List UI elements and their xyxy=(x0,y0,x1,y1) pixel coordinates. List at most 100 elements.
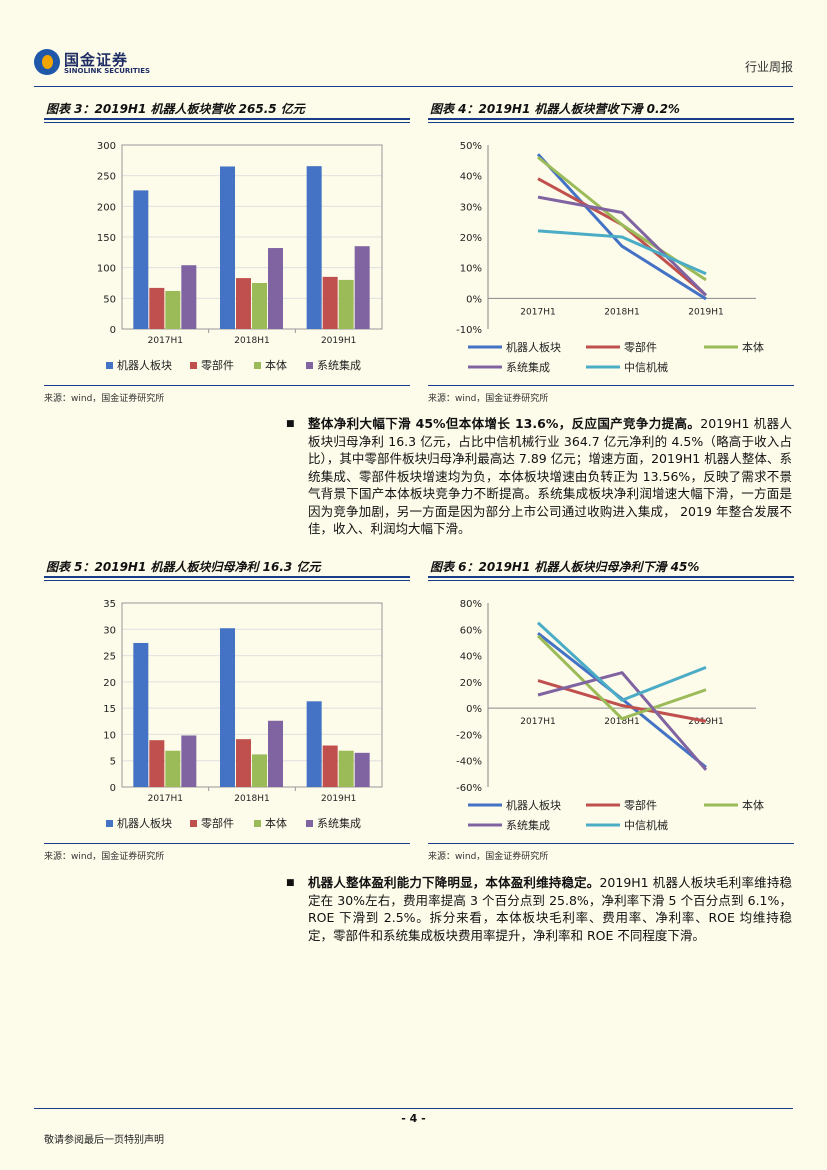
y-tick-label: 30% xyxy=(460,202,482,213)
x-tick-label: 2018H1 xyxy=(604,717,639,727)
y-tick-label: 0% xyxy=(466,294,482,305)
y-tick-label: 20 xyxy=(103,678,116,689)
fig6-svg: -60% -40% -20% 0% 20% 40% 60% 80% 2017H1 2018H1 20… xyxy=(456,599,764,832)
fig5-title: 图表 5：2019H1 机器人板块归母净利 16.3 亿元 xyxy=(44,558,410,578)
legend-swatch xyxy=(190,362,197,369)
y-tick-label: 35 xyxy=(103,599,116,610)
y-tick-label: 0% xyxy=(466,704,482,715)
bar-series-3-2017H1 xyxy=(165,290,181,329)
y-tick-label: -20% xyxy=(456,730,482,741)
legend-label: 机器人板块 xyxy=(117,816,172,830)
bar-series-1-2018H1 xyxy=(220,628,235,787)
legend-swatch xyxy=(106,362,113,369)
paragraph-2-body: 2019H1 机器人板块毛利率维持稳定在 30%左右，费用率提高 3 个百分点到… xyxy=(308,875,792,943)
bar-series-4-2018H1 xyxy=(268,248,283,329)
bullet-square-icon: ■ xyxy=(286,419,295,429)
y-tick-label: 15 xyxy=(103,704,116,715)
paragraph-2-heading: 机器人整体盈利能力下降明显，本体盈利维持稳定。 xyxy=(308,875,600,890)
paragraph-1-heading: 整体净利大幅下滑 45%但本体增长 13.6%，反应国产竞争力提高。 xyxy=(308,416,701,431)
y-tick-label: 100 xyxy=(97,264,116,275)
bar-series-4-2019H1 xyxy=(354,752,370,787)
y-tick-label: 50 xyxy=(103,294,116,305)
y-tick-label: 40% xyxy=(460,172,482,183)
y-tick-label: 30 xyxy=(103,625,116,636)
legend-label: 系统集成 xyxy=(317,816,361,830)
fig4-source: 来源：wind，国金证券研究所 xyxy=(428,394,549,404)
x-tick-label: 2018H1 xyxy=(234,336,269,346)
y-tick-label: -60% xyxy=(456,783,482,794)
bar-series-3-2017H1 xyxy=(165,750,181,787)
fig5-source: 来源：wind，国金证券研究所 xyxy=(44,852,165,862)
y-tick-label: 10 xyxy=(103,730,116,741)
fig4-title: 图表 4：2019H1 机器人板块营收下滑 0.2% xyxy=(428,100,794,120)
y-tick-label: 300 xyxy=(97,141,116,152)
bar-series-3-2018H1 xyxy=(252,283,267,329)
y-tick-label: 60% xyxy=(460,625,482,636)
legend-swatch xyxy=(306,362,313,369)
y-tick-label: -10% xyxy=(456,325,482,336)
footer-divider xyxy=(34,1108,793,1109)
legend-label: 系统集成 xyxy=(317,358,361,372)
x-tick-label: 2019H1 xyxy=(321,794,356,804)
legend-label: 零部件 xyxy=(201,816,234,830)
line-series-3 xyxy=(536,634,707,721)
legend-label: 本体 xyxy=(265,358,287,372)
fig6-chart: -60% -40% -20% 0% 20% 40% 60% 80% 2017H1 2018H1 20… xyxy=(428,580,794,844)
fig6-source: 来源：wind，国金证券研究所 xyxy=(428,852,549,862)
x-tick-label: 2017H1 xyxy=(520,307,555,317)
y-tick-label: 25 xyxy=(103,652,116,663)
fig3-svg: 0 50 100 150 200 250 300 2017H1 2018H1 2019H1 机器人板… xyxy=(97,141,383,372)
legend-label: 零部件 xyxy=(201,358,234,372)
legend-swatch xyxy=(254,362,261,369)
legend-label: 系统集成 xyxy=(506,360,550,374)
sinolink-logo-icon xyxy=(34,49,60,75)
y-tick-label: 50% xyxy=(460,141,482,152)
bar-series-1-2019H1 xyxy=(306,166,322,329)
bar-series-1-2017H1 xyxy=(133,190,149,329)
bar-series-2-2017H1 xyxy=(149,740,165,787)
y-tick-label: 10% xyxy=(460,264,482,275)
legend-label: 系统集成 xyxy=(506,818,550,832)
legend-label: 本体 xyxy=(265,816,287,830)
x-tick-label: 2018H1 xyxy=(234,794,269,804)
fig4-svg: -10% 0% 10% 20% 30% 40% 50% 2017H1 2018H1 2019H1 机… xyxy=(456,141,764,374)
legend-label: 中信机械 xyxy=(624,360,668,374)
y-tick-label: 20% xyxy=(460,233,482,244)
line-series-5 xyxy=(537,229,707,276)
legend-label: 机器人板块 xyxy=(506,798,561,812)
legend-swatch xyxy=(254,820,261,827)
page-header: 国金证券 SINOLINK SECURITIES 行业周报 xyxy=(34,40,793,84)
y-tick-label: 250 xyxy=(97,172,116,183)
legend-label: 中信机械 xyxy=(624,818,668,832)
y-tick-label: 20% xyxy=(460,678,482,689)
page-number: - 4 - xyxy=(401,1112,426,1125)
legend-swatch xyxy=(106,820,113,827)
bar-series-3-2019H1 xyxy=(338,750,354,787)
paragraph-1: 整体净利大幅下滑 45%但本体增长 13.6%，反应国产竞争力提高。2019H1… xyxy=(308,415,792,538)
disclaimer: 敬请参阅最后一页特别声明 xyxy=(44,1135,164,1146)
y-tick-label: 0 xyxy=(110,325,116,336)
bar-series-1-2017H1 xyxy=(133,642,149,787)
x-tick-label: 2019H1 xyxy=(688,717,723,727)
bar-series-2-2018H1 xyxy=(236,739,251,787)
bar-series-2-2019H1 xyxy=(322,745,338,787)
bar-series-3-2018H1 xyxy=(252,754,267,787)
x-tick-label: 2017H1 xyxy=(520,717,555,727)
x-tick-label: 2019H1 xyxy=(688,307,723,317)
y-tick-label: 150 xyxy=(97,233,116,244)
fig3-title: 图表 3：2019H1 机器人板块营收 265.5 亿元 xyxy=(44,100,410,120)
x-tick-label: 2017H1 xyxy=(148,794,183,804)
fig3-source: 来源：wind，国金证券研究所 xyxy=(44,394,165,404)
y-tick-label: 0 xyxy=(110,783,116,794)
y-tick-label: 40% xyxy=(460,652,482,663)
y-tick-label: 80% xyxy=(460,599,482,610)
logo-cn-text: 国金证券 xyxy=(64,51,129,69)
y-tick-label: 5 xyxy=(110,757,116,768)
bar-series-2-2017H1 xyxy=(149,287,165,329)
legend-swatch xyxy=(190,820,197,827)
fig3-chart: 0 50 100 150 200 250 300 2017H1 2018H1 2019H1 机器人板… xyxy=(44,122,410,386)
line-series-5 xyxy=(536,621,707,702)
legend-swatch xyxy=(306,820,313,827)
bar-series-4-2019H1 xyxy=(354,246,370,329)
bar-series-3-2019H1 xyxy=(338,279,354,329)
